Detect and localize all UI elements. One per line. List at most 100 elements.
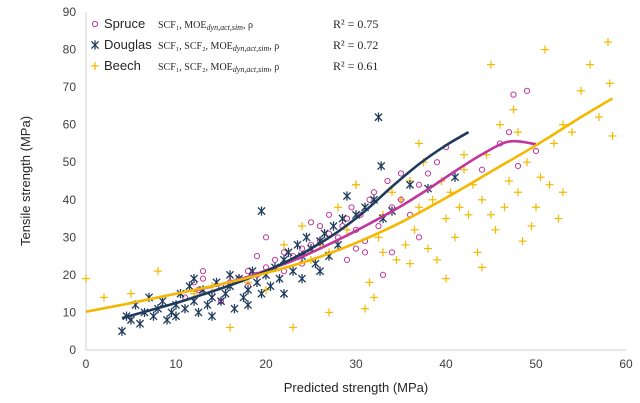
legend-beech-name: Beech bbox=[104, 58, 141, 73]
beech-point bbox=[154, 267, 162, 276]
legend-formula-subscript: dyn,act,sim bbox=[207, 23, 244, 32]
beech-point bbox=[487, 210, 495, 219]
y-tick-label: 70 bbox=[63, 80, 77, 94]
y-tick-label: 50 bbox=[63, 155, 77, 169]
douglas-point bbox=[216, 296, 226, 306]
douglas-point bbox=[377, 161, 386, 171]
douglas-point bbox=[275, 274, 284, 284]
beech-point bbox=[352, 180, 360, 189]
douglas-point bbox=[342, 191, 352, 201]
beech-point bbox=[280, 240, 288, 249]
douglas-point bbox=[189, 274, 199, 284]
legend-beech-point bbox=[91, 62, 99, 70]
douglas-point bbox=[207, 292, 217, 303]
douglas-point bbox=[297, 274, 307, 284]
beech-point bbox=[289, 323, 297, 332]
spruce-point bbox=[352, 245, 360, 252]
beech-point bbox=[554, 214, 563, 223]
x-tick-label: 10 bbox=[169, 357, 183, 371]
spruce-point bbox=[348, 204, 355, 211]
beech-point bbox=[127, 289, 135, 298]
y-tick-label: 40 bbox=[63, 193, 77, 207]
beech-point bbox=[442, 274, 450, 283]
spruce-point bbox=[325, 211, 333, 218]
douglas-point bbox=[194, 307, 203, 318]
beech-point bbox=[473, 248, 482, 257]
beech-point bbox=[370, 293, 378, 302]
spruce-point bbox=[514, 162, 522, 170]
axes bbox=[85, 12, 626, 351]
beech-point bbox=[605, 79, 614, 88]
douglas-point bbox=[149, 311, 158, 321]
beech-point bbox=[325, 308, 333, 317]
douglas-point bbox=[203, 300, 212, 310]
beech-point bbox=[410, 225, 419, 234]
spruce-point bbox=[343, 215, 351, 222]
beech-point bbox=[509, 105, 518, 114]
beech-point bbox=[500, 203, 509, 212]
beech-point bbox=[460, 150, 468, 159]
y-tick-label: 0 bbox=[69, 343, 76, 357]
spruce-point bbox=[357, 211, 364, 218]
beech-point bbox=[514, 188, 522, 197]
spruce-point bbox=[433, 159, 441, 166]
y-tick-label: 80 bbox=[63, 43, 77, 57]
spruce-point bbox=[384, 177, 391, 185]
douglas-point bbox=[266, 281, 275, 291]
beech-point bbox=[392, 255, 401, 264]
douglas-point bbox=[315, 266, 325, 276]
beech-point bbox=[496, 120, 504, 129]
douglas-point bbox=[180, 304, 190, 314]
douglas-point bbox=[230, 304, 239, 314]
y-tick-label: 20 bbox=[63, 268, 77, 282]
spruce-point bbox=[510, 91, 517, 98]
spruce-point bbox=[415, 181, 423, 188]
beech-point bbox=[406, 259, 414, 268]
spruce-point bbox=[343, 256, 351, 263]
legend-douglas-name: Douglas bbox=[104, 37, 152, 52]
beech-point bbox=[478, 263, 486, 272]
x-ticks: 0 10 20 30 40 50 60 bbox=[83, 357, 633, 371]
beech-point bbox=[545, 180, 554, 189]
beech-point bbox=[536, 173, 545, 182]
y-ticks: 0 10 20 30 40 50 60 70 80 90 bbox=[63, 5, 77, 357]
beech-point bbox=[455, 203, 464, 212]
douglas-point bbox=[158, 296, 167, 306]
douglas-point bbox=[329, 221, 338, 231]
douglas-point bbox=[257, 289, 266, 299]
spruce-point bbox=[415, 234, 423, 241]
douglas-point bbox=[288, 266, 298, 276]
x-tick-label: 50 bbox=[529, 357, 543, 371]
x-tick-label: 60 bbox=[619, 357, 633, 371]
legend-formula-tail: , ρ bbox=[269, 62, 279, 73]
beech-point bbox=[514, 128, 522, 137]
legend-douglas-r2: R² = 0.72 bbox=[333, 38, 378, 52]
spruce-point bbox=[271, 256, 279, 263]
spruce-point bbox=[316, 222, 324, 230]
douglas-point bbox=[279, 289, 289, 299]
beech-point bbox=[415, 203, 423, 212]
legend-beech-r2: R² = 0.61 bbox=[333, 59, 378, 73]
douglas-point bbox=[171, 311, 181, 321]
spruce-point bbox=[523, 87, 531, 94]
douglas-point bbox=[225, 270, 235, 280]
douglas-point bbox=[450, 172, 460, 182]
legend-spruce-formula: SCF₁, MOEdyn,act,sim, ρ bbox=[158, 20, 253, 32]
spruce-point bbox=[366, 196, 373, 203]
spruce-point bbox=[361, 249, 369, 256]
spruce-point bbox=[370, 189, 378, 196]
legend-formula-main: SCF₁, SCF₂, MOE bbox=[158, 62, 233, 73]
beech-point bbox=[365, 278, 374, 287]
beech-point bbox=[527, 222, 536, 231]
trend-lines bbox=[85, 97, 614, 320]
beech-point bbox=[478, 195, 486, 204]
douglas-point bbox=[320, 228, 329, 239]
beech-point bbox=[541, 45, 549, 54]
beech-point bbox=[374, 233, 383, 242]
x-tick-label: 30 bbox=[349, 357, 363, 371]
legend-beech-formula: SCF₁, SCF₂, MOEdyn,act,sim, ρ bbox=[158, 62, 279, 74]
beech-point bbox=[424, 244, 432, 253]
legend-formula-subscript: dyn,act,sim bbox=[233, 44, 270, 53]
spruce-point bbox=[280, 249, 288, 256]
